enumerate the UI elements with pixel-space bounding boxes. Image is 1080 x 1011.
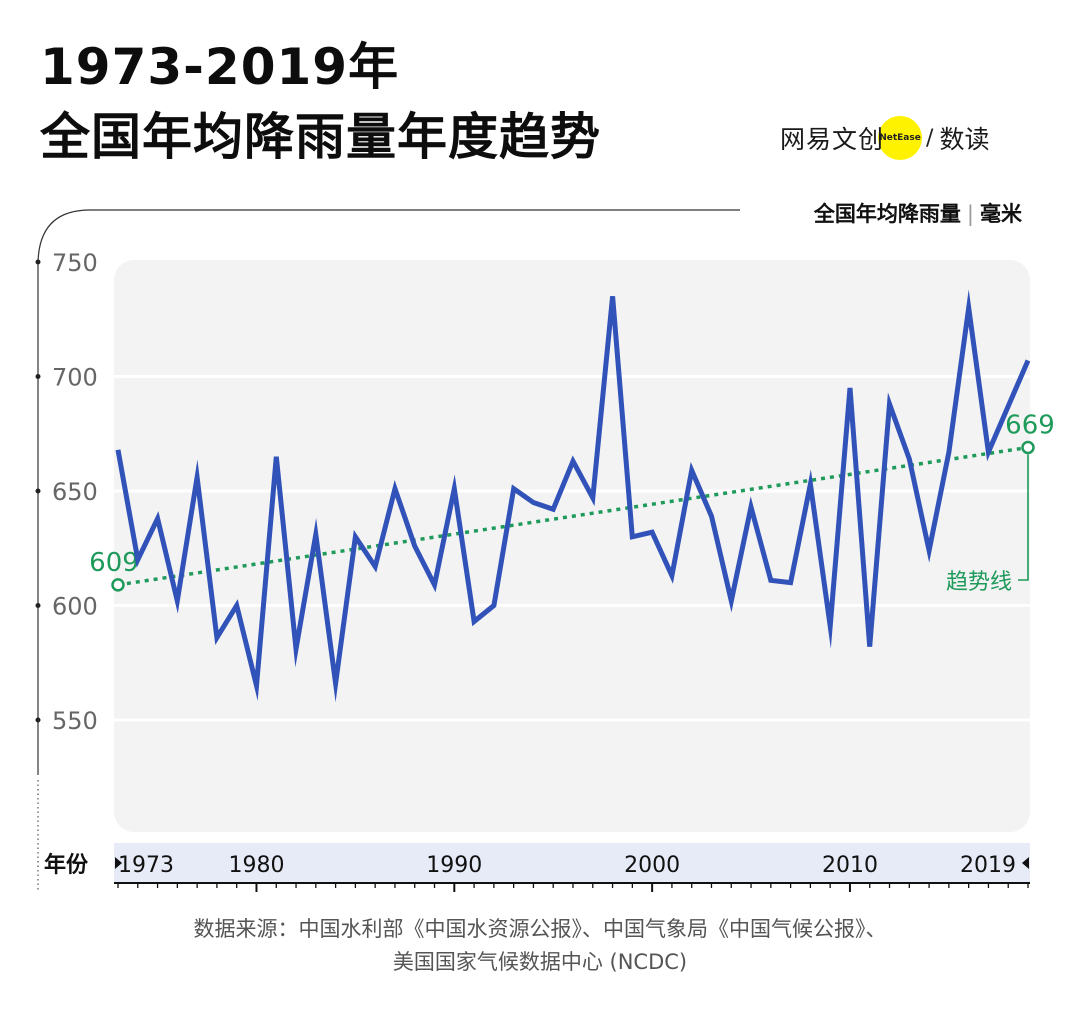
data-point-2017 xyxy=(986,450,991,455)
data-point-1976 xyxy=(175,598,180,603)
y-tick-dot-550 xyxy=(35,717,41,723)
unit-separator: | xyxy=(966,202,974,226)
data-point-2003 xyxy=(709,514,714,519)
data-point-1980 xyxy=(254,683,259,688)
data-point-1978 xyxy=(214,635,219,640)
logo-product: 数读 xyxy=(939,125,990,154)
data-point-2002 xyxy=(689,468,694,473)
unit-metric: 全国年均降雨量 xyxy=(813,202,961,226)
data-point-2000 xyxy=(650,530,655,535)
data-point-2007 xyxy=(788,580,793,585)
y-tick-labels: 550 600 650 700 750 xyxy=(52,249,98,735)
data-point-1995 xyxy=(551,507,556,512)
y-tick-dot-700 xyxy=(35,374,41,379)
logo-yellow-dot: NetEase xyxy=(878,116,923,160)
plot-background xyxy=(114,260,1030,832)
data-point-1994 xyxy=(531,500,536,505)
data-point-1986 xyxy=(373,564,378,569)
data-point-2010 xyxy=(847,385,852,390)
y-tick-dot-650 xyxy=(35,488,41,494)
y-tick-label-650: 650 xyxy=(52,478,98,506)
data-point-1982 xyxy=(294,647,299,652)
data-point-1988 xyxy=(412,543,417,548)
y-tick-dot-600 xyxy=(35,603,41,608)
rainfall-series-line xyxy=(115,289,1031,703)
x-tick-label-2010: 2010 xyxy=(822,853,878,878)
data-point-2001 xyxy=(669,573,674,578)
trend-leader-line xyxy=(1018,454,1029,581)
unit-text: 毫米 xyxy=(980,202,1022,226)
data-point-1997 xyxy=(590,495,595,500)
logo-slash: / xyxy=(926,125,934,151)
y-tick-dot-750 xyxy=(35,259,41,265)
data-point-2016 xyxy=(966,305,971,310)
trend-start-marker xyxy=(111,578,125,592)
trend-start-label: 609 xyxy=(89,548,139,578)
x-tick-label-2000: 2000 xyxy=(624,853,680,878)
data-point-1973 xyxy=(116,447,121,452)
data-point-1987 xyxy=(392,486,397,491)
data-point-1985 xyxy=(353,534,358,539)
x-tick-label-1973: 1973 xyxy=(118,853,174,878)
source-line1: 数据来源：中国水利部《中国水资源公报》、中国气象局《中国气候公报》、 xyxy=(193,917,887,941)
data-point-1999 xyxy=(630,534,635,539)
y-tick-label-700: 700 xyxy=(52,364,98,392)
data-point-2015 xyxy=(946,450,951,455)
x-tick-label-1990: 1990 xyxy=(426,853,482,878)
logo-brand-cn: 网易文创 xyxy=(780,125,885,154)
data-point-2013 xyxy=(907,456,912,461)
data-point-2005 xyxy=(749,505,754,510)
logo-brand-en: NetEase xyxy=(879,133,921,143)
data-point-1975 xyxy=(155,516,160,521)
y-tick-label-550: 550 xyxy=(52,707,98,735)
data-point-1991 xyxy=(472,619,477,624)
data-point-2014 xyxy=(927,548,932,553)
trend-name-label: 趋势线 xyxy=(946,570,1012,595)
data-point-1990 xyxy=(452,486,457,491)
data-point-1996 xyxy=(571,459,576,464)
frame-arc xyxy=(37,209,740,266)
source-line2: 美国国家气候数据中心 (NCDC) xyxy=(392,950,688,974)
data-point-2004 xyxy=(729,598,734,603)
chart-title-line1: 1973-2019年 xyxy=(40,38,400,96)
x-axis-end-arrow xyxy=(1022,857,1029,869)
x-tick-label-1980: 1980 xyxy=(228,853,284,878)
netease-logo: 网易文创 NetEase / 数读 xyxy=(780,116,990,160)
x-axis-start-arrow xyxy=(115,857,122,869)
x-tick-label-2019: 2019 xyxy=(960,853,1016,878)
series-line-group xyxy=(115,289,1031,703)
data-point-1979 xyxy=(234,603,239,608)
y-tick-label-750: 750 xyxy=(52,249,98,277)
data-point-2008 xyxy=(808,482,813,487)
data-point-1984 xyxy=(333,681,338,686)
data-point-1992 xyxy=(491,603,496,608)
chart-title-line2: 全国年均降雨量年度趋势 xyxy=(40,108,601,166)
data-point-2011 xyxy=(867,644,872,649)
trend-line-group: 609 669 趋势线 xyxy=(89,410,1055,595)
grid-lines xyxy=(35,259,1030,723)
y-tick-label-600: 600 xyxy=(52,593,98,621)
data-point-1983 xyxy=(313,532,318,537)
data-point-2009 xyxy=(828,624,833,629)
trend-end-marker xyxy=(1021,440,1035,455)
data-point-1998 xyxy=(610,294,615,299)
x-ticks: 1973 1980 1990 2000 2010 2019 xyxy=(117,853,1029,892)
data-point-1993 xyxy=(511,486,516,491)
data-point-1974 xyxy=(135,557,140,562)
data-point-1989 xyxy=(432,582,437,587)
data-point-2018 xyxy=(1006,404,1011,409)
x-axis-title: 年份 xyxy=(44,852,89,878)
data-point-2006 xyxy=(768,578,773,583)
data-point-2012 xyxy=(887,401,892,406)
x-axis-band xyxy=(114,843,1030,883)
data-point-1981 xyxy=(274,454,279,459)
data-point-1977 xyxy=(195,475,200,480)
data-point-2019 xyxy=(1026,358,1031,363)
unit-label: 全国年均降雨量 | 毫米 xyxy=(791,198,1022,228)
trend-end-label: 669 xyxy=(1005,410,1055,440)
